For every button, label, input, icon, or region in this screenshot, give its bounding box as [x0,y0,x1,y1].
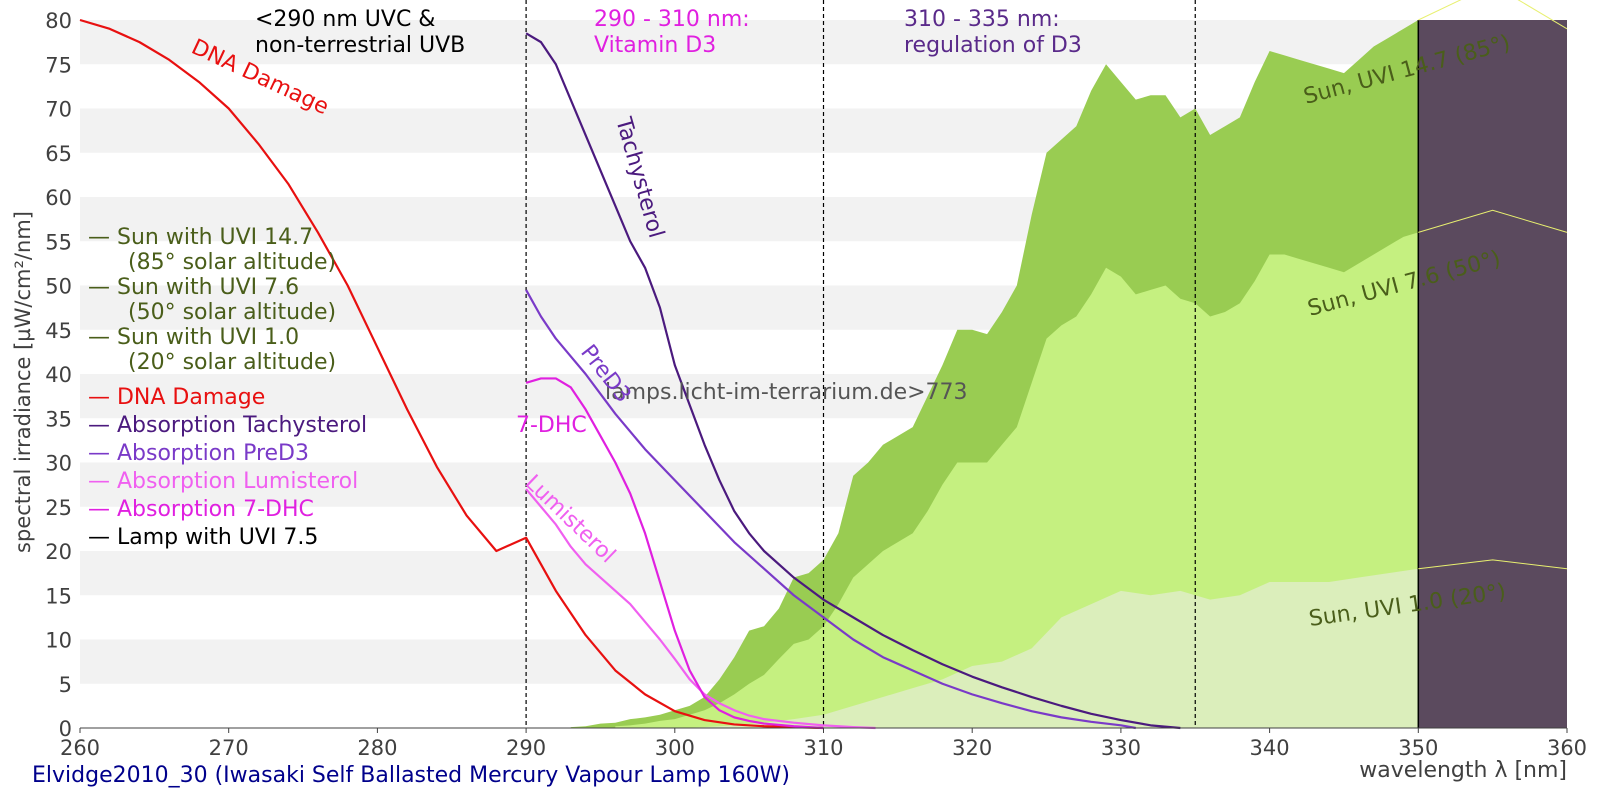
legend-entry-1: (50° solar altitude) [128,300,336,325]
region-label-reg-line1: 310 - 335 nm: [904,7,1060,32]
sun-continuation-line [1418,209,1568,233]
legend-entry-8: — Lamp with UVI 7.5 [88,525,318,550]
legend-entry-5: — Absorption PreD3 [88,441,309,466]
x-tick-label: 310 [803,736,843,760]
y-tick-label: 45 [45,319,72,343]
y-tick-label: 60 [45,186,72,210]
legend-entry-0: (85° solar altitude) [128,250,336,275]
region-label-reg-line2: regulation of D3 [904,33,1082,58]
y-tick-label: 25 [45,496,72,520]
y-tick-label: 0 [59,717,72,741]
lamp-spectrum-block [1418,20,1567,728]
legend-entry-1: — Sun with UVI 7.6 [88,275,299,300]
legend-entry-2: — Sun with UVI 1.0 [88,325,299,350]
y-tick-label: 15 [45,584,72,608]
region-label-uvc-line2: non-terrestrial UVB [255,33,465,58]
legend-entry-7: — Absorption 7-DHC [88,497,314,522]
y-tick-label: 70 [45,98,72,122]
y-tick-label: 10 [45,629,72,653]
x-tick-label: 300 [655,736,695,760]
y-tick-label: 65 [45,142,72,166]
curve-absorption-lumisterol [525,488,876,730]
x-tick-label: 340 [1250,736,1290,760]
legend-entry-0: — Sun with UVI 14.7 [88,225,313,250]
legend: — Sun with UVI 14.7(85° solar altitude)—… [88,225,367,550]
watermark: lamps.licht-im-terrarium.de>773 [605,380,968,405]
x-tick-label: 320 [952,736,992,760]
sun-area-2 [674,568,1419,728]
y-tick-label: 50 [45,275,72,299]
y-tick-label: 35 [45,407,72,431]
sun-continuation-line [1418,0,1568,30]
legend-entry-4: — Absorption Tachysterol [88,413,367,438]
region-label-d3-line2: Vitamin D3 [594,33,716,58]
curve-label-7dhc: 7-DHC [516,413,587,438]
x-tick-label: 290 [506,736,546,760]
region-lines [525,0,1196,728]
legend-entry-2: (20° solar altitude) [128,350,336,375]
sun-areas [570,20,1419,728]
curve-dna-damage [79,18,824,730]
x-tick-label: 280 [357,736,397,760]
curve-absorption-tachysterol [525,32,1181,730]
x-tick-label: 260 [60,736,100,760]
x-tick-label: 360 [1547,736,1587,760]
y-tick-label: 80 [45,9,72,33]
y-tick-label: 75 [45,53,72,77]
x-tick-label: 350 [1398,736,1438,760]
y-tick-label: 55 [45,230,72,254]
x-tick-label: 270 [209,736,249,760]
y-tick-label: 5 [59,673,72,697]
sun-continuation-line [1418,559,1568,570]
absorption-curves [79,18,1181,730]
y-tick-label: 20 [45,540,72,564]
axes: 260 270 280 290 300 310 320 330 340 350 360 0 5 10 15 2… [45,9,1587,760]
legend-entry-6: — Absorption Lumisterol [88,469,358,494]
region-label-d3-line1: 290 - 310 nm: [594,7,750,32]
legend-entry-3: — DNA Damage [88,385,265,410]
y-tick-label: 40 [45,363,72,387]
x-tick-label: 330 [1101,736,1141,760]
y-axis-label: spectral irradiance [µW/cm²/nm] [11,211,35,553]
region-label-uvc-line1: <290 nm UVC & [255,7,435,32]
curve-absorption-pred3 [525,289,1136,730]
lamp-block [1417,0,1568,728]
x-axis-label: wavelength λ [nm] [1359,758,1567,783]
caption: Elvidge2010_30 (Iwasaki Self Ballasted M… [32,763,790,788]
y-tick-label: 30 [45,452,72,476]
curve-absorption-7-dhc [525,377,824,730]
